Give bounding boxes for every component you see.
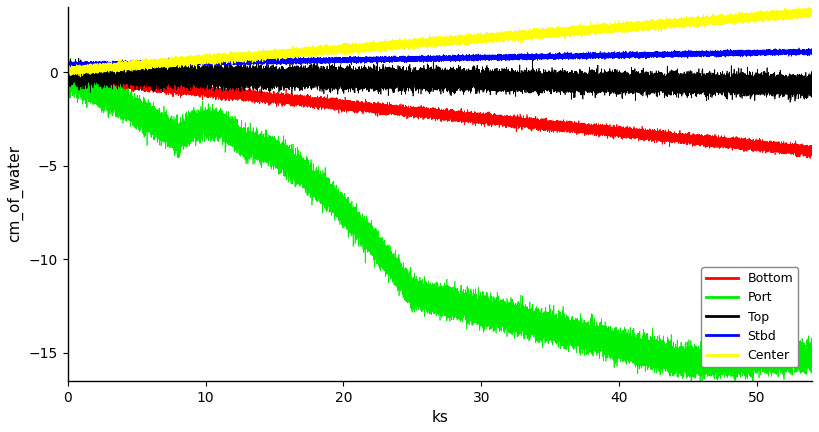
X-axis label: ks: ks (432, 410, 448, 425)
Y-axis label: cm_of_water: cm_of_water (7, 145, 23, 242)
Legend: Bottom, Port, Top, Stbd, Center: Bottom, Port, Top, Stbd, Center (701, 267, 799, 367)
